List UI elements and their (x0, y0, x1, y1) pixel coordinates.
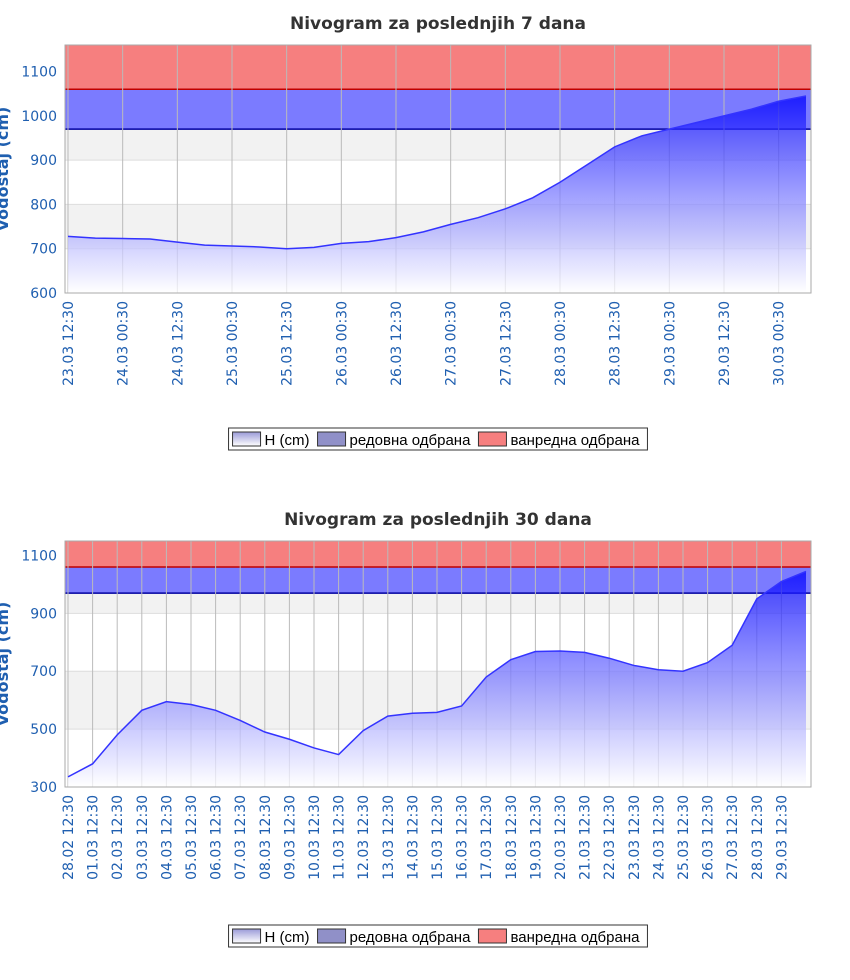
x-tick-label: 21.03 12:30 (578, 795, 594, 880)
x-tick-label: 09.03 12:30 (282, 795, 298, 880)
y-tick-label: 500 (30, 722, 57, 738)
band (65, 45, 811, 90)
x-tick-label: 19.03 12:30 (528, 795, 544, 880)
y-tick-label: 1000 (21, 109, 57, 125)
x-tick-label: 27.03 00:30 (444, 301, 460, 386)
x-tick-label: 10.03 12:30 (307, 795, 323, 880)
x-tick-label: 06.03 12:30 (209, 795, 225, 880)
legend-label: H (cm) (265, 432, 310, 449)
plot-frame (64, 44, 812, 294)
line (67, 570, 807, 778)
x-tick-label: 28.03 12:30 (608, 301, 624, 386)
x-tick-label: 12.03 12:30 (356, 795, 372, 880)
chart-title: Nivogram za poslednjih 7 dana (290, 14, 586, 34)
y-axis-label: Vodostaj (cm) (0, 107, 12, 232)
y-tick-label: 700 (30, 242, 57, 258)
legend-label: редовна одбрана (350, 929, 472, 946)
plot-frame (64, 540, 812, 788)
y-axis-label: Vodostaj (cm) (0, 602, 12, 727)
y-tick-label: 800 (30, 197, 57, 213)
legend-swatch (232, 431, 262, 447)
x-tick-label: 04.03 12:30 (159, 795, 175, 880)
y-tick-label: 900 (30, 606, 57, 622)
x-tick-label: 24.03 12:30 (651, 795, 667, 880)
x-tick-label: 23.03 12:30 (627, 795, 643, 880)
x-tick-label: 29.03 12:30 (717, 301, 733, 386)
line (67, 95, 807, 250)
x-tick-label: 26.03 12:30 (701, 795, 717, 880)
x-tick-label: 14.03 12:30 (405, 795, 421, 880)
x-tick-label: 08.03 12:30 (258, 795, 274, 880)
x-tick-label: 24.03 12:30 (170, 301, 186, 386)
band (65, 541, 811, 568)
x-tick-label: 16.03 12:30 (455, 795, 471, 880)
x-tick-label: 17.03 12:30 (479, 795, 495, 880)
x-tick-label: 11.03 12:30 (332, 795, 348, 880)
legend: H (cm) редовна одбрана ванредна одбрана (228, 924, 648, 948)
chart-title: Nivogram za poslednjih 30 dana (284, 510, 592, 530)
x-tick-label: 26.03 12:30 (389, 301, 405, 386)
x-tick-label: 25.03 00:30 (225, 301, 241, 386)
x-tick-label: 07.03 12:30 (233, 795, 249, 880)
x-tick-label: 28.02 12:30 (61, 795, 77, 880)
y-tick-label: 300 (30, 780, 57, 796)
x-tick-label: 29.03 12:30 (774, 795, 790, 880)
x-tick-label: 15.03 12:30 (430, 795, 446, 880)
legend-label: редовна одбрана (350, 432, 472, 449)
legend-swatch (477, 431, 507, 447)
x-tick-label: 23.03 12:30 (61, 301, 77, 386)
x-tick-label: 20.03 12:30 (553, 795, 569, 880)
legend: H (cm) редовна одбрана ванредна одбрана (228, 427, 648, 451)
y-tick-label: 1100 (21, 65, 57, 81)
legend-swatch (317, 928, 347, 944)
legend-label: ванредна одбрана (510, 929, 640, 946)
y-tick-label: 1100 (21, 548, 57, 564)
x-tick-label: 27.03 12:30 (725, 795, 741, 880)
x-tick-label: 03.03 12:30 (135, 795, 151, 880)
x-tick-label: 26.03 00:30 (334, 301, 350, 386)
x-tick-label: 29.03 00:30 (662, 301, 678, 386)
x-tick-label: 02.03 12:30 (110, 795, 126, 880)
x-tick-label: 24.03 00:30 (116, 301, 132, 386)
x-tick-label: 25.03 12:30 (676, 795, 692, 880)
y-tick-label: 900 (30, 153, 57, 169)
x-tick-label: 22.03 12:30 (602, 795, 618, 880)
x-tick-label: 27.03 12:30 (498, 301, 514, 386)
y-tick-label: 600 (30, 286, 57, 302)
x-tick-label: 30.03 00:30 (772, 301, 788, 386)
x-tick-label: 25.03 12:30 (280, 301, 296, 386)
x-tick-label: 01.03 12:30 (86, 795, 102, 880)
area (68, 571, 806, 787)
legend-label: ванредна одбрана (510, 432, 640, 449)
area (68, 95, 806, 293)
legend-label: H (cm) (265, 929, 310, 946)
x-tick-label: 18.03 12:30 (504, 795, 520, 880)
legend-swatch (317, 431, 347, 447)
band (65, 567, 811, 594)
legend-swatch (477, 928, 507, 944)
y-tick-label: 700 (30, 664, 57, 680)
band (65, 89, 811, 130)
x-tick-label: 05.03 12:30 (184, 795, 200, 880)
x-tick-label: 28.03 12:30 (750, 795, 766, 880)
legend-swatch (232, 928, 262, 944)
x-tick-label: 28.03 00:30 (553, 301, 569, 386)
x-tick-label: 13.03 12:30 (381, 795, 397, 880)
